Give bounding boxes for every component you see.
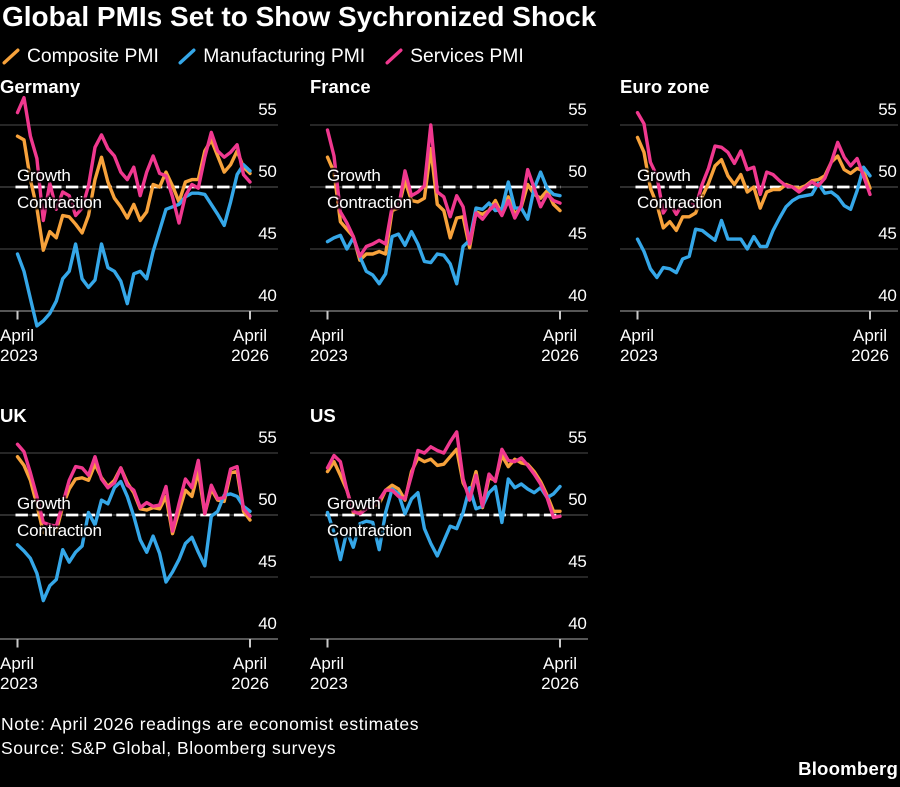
contraction-label: Contraction xyxy=(327,192,412,212)
x-label-start: April 2023 xyxy=(0,325,38,365)
y-tick-label-45: 45 xyxy=(878,224,897,244)
france-plot xyxy=(310,123,588,320)
note-text: Note: April 2026 readings are economist … xyxy=(1,714,419,734)
contraction-label: Contraction xyxy=(17,192,102,212)
x-label-start: April 2023 xyxy=(310,325,348,365)
euro-zone-services-line xyxy=(635,110,872,216)
y-tick-label-40: 40 xyxy=(258,614,277,634)
y-tick-label-40: 40 xyxy=(878,286,897,306)
y-tick-label-40: 40 xyxy=(258,286,277,306)
composite-line-swatch-icon xyxy=(2,48,20,65)
panel-title-germany: Germany xyxy=(0,75,81,97)
legend-label-manufacturing: Manufacturing PMI xyxy=(203,45,366,67)
germany-manufacturing-line xyxy=(15,162,252,328)
legend-item-composite: Composite PMI xyxy=(2,46,159,68)
growth-label: Growth xyxy=(327,493,381,513)
euro-zone-manufacturing-line xyxy=(635,165,872,280)
panel-us: US 55 50 45 40 Growth Contraction April 2023 Apr… xyxy=(310,405,588,705)
panel-title-euro-zone: Euro zone xyxy=(620,75,710,97)
panel-title-us: US xyxy=(310,404,336,426)
bloomberg-logo: Bloomberg xyxy=(798,758,898,779)
contraction-label: Contraction xyxy=(17,520,102,540)
y-tick-label-50: 50 xyxy=(568,162,587,182)
y-tick-label-55: 55 xyxy=(568,100,587,120)
france-services-line xyxy=(325,123,562,259)
growth-label: Growth xyxy=(327,165,381,185)
us-services-line xyxy=(325,430,562,520)
panel-euro-zone: Euro zone 55 50 45 40 Growth Contraction April … xyxy=(620,76,898,376)
x-label-start: April 2023 xyxy=(620,325,658,365)
x-label-end: April 2026 xyxy=(851,325,889,365)
x-label-end: April 2026 xyxy=(231,325,269,365)
growth-label: Growth xyxy=(17,493,71,513)
panel-title-france: France xyxy=(310,75,371,97)
x-label-end: April 2026 xyxy=(541,653,579,693)
y-tick-label-50: 50 xyxy=(878,162,897,182)
x-label-start: April 2023 xyxy=(310,653,348,693)
uk-manufacturing-line xyxy=(15,479,252,603)
euro-zone-plot xyxy=(620,110,898,320)
legend-item-manufacturing: Manufacturing PMI xyxy=(178,46,365,68)
x-label-end: April 2026 xyxy=(231,653,269,693)
y-tick-label-45: 45 xyxy=(568,224,587,244)
us-plot xyxy=(310,430,588,648)
uk-plot xyxy=(0,442,278,648)
legend: Composite PMI Manufacturing PMI Services… xyxy=(2,46,524,68)
y-tick-label-55: 55 xyxy=(878,100,897,120)
panel-france: France 55 50 45 40 Growth Contraction April 202… xyxy=(310,76,588,376)
y-tick-label-45: 45 xyxy=(258,224,277,244)
x-label-end: April 2026 xyxy=(541,325,579,365)
panel-uk: UK 55 50 45 40 Growth Contraction April 2023 Apr… xyxy=(0,405,278,705)
y-tick-label-45: 45 xyxy=(258,552,277,572)
panel-title-uk: UK xyxy=(0,404,27,426)
y-tick-label-55: 55 xyxy=(258,100,277,120)
legend-label-services: Services PMI xyxy=(410,45,524,67)
y-tick-label-55: 55 xyxy=(568,428,587,448)
y-tick-label-55: 55 xyxy=(258,428,277,448)
y-tick-label-50: 50 xyxy=(568,490,587,510)
y-tick-label-40: 40 xyxy=(568,286,587,306)
germany-services-line xyxy=(15,95,252,225)
legend-item-services: Services PMI xyxy=(385,46,524,68)
y-tick-label-50: 50 xyxy=(258,162,277,182)
manufacturing-line-swatch-icon xyxy=(178,48,196,65)
services-line-swatch-icon xyxy=(385,48,403,65)
germany-plot xyxy=(0,95,278,328)
y-tick-label-50: 50 xyxy=(258,490,277,510)
source-text: Source: S&P Global, Bloomberg surveys xyxy=(1,738,337,758)
y-tick-label-45: 45 xyxy=(568,552,587,572)
contraction-label: Contraction xyxy=(327,520,412,540)
chart-title: Global PMIs Set to Show Sychronized Shoc… xyxy=(2,1,597,32)
us-manufacturing-line xyxy=(325,477,562,562)
growth-label: Growth xyxy=(17,165,71,185)
legend-label-composite: Composite PMI xyxy=(27,45,159,67)
uk-services-line xyxy=(15,442,252,533)
y-tick-label-40: 40 xyxy=(568,614,587,634)
x-label-start: April 2023 xyxy=(0,653,38,693)
panel-germany: Germany 55 50 45 40 Growth Contraction April 20… xyxy=(0,76,278,376)
germany-composite-line xyxy=(15,134,252,252)
growth-label: Growth xyxy=(637,165,691,185)
contraction-label: Contraction xyxy=(637,192,722,212)
